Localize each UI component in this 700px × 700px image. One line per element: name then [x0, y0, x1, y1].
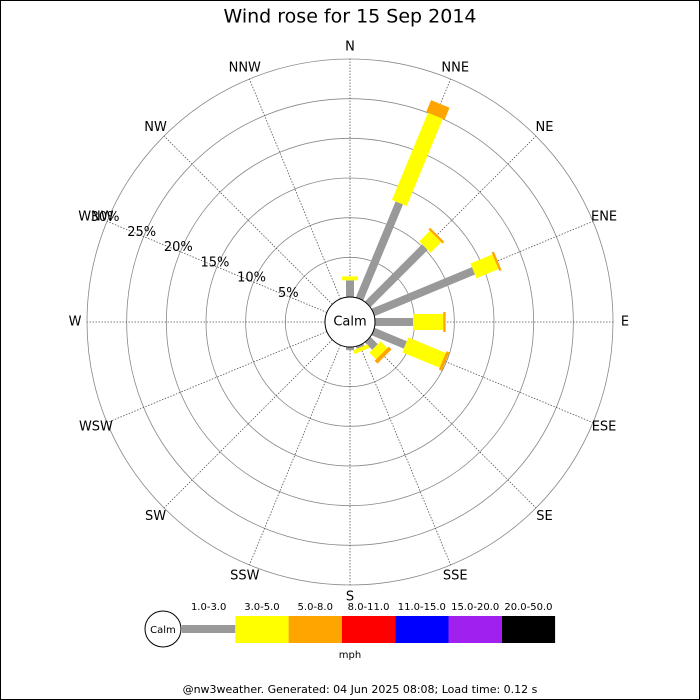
wind-segment — [402, 337, 446, 368]
direction-label: SSW — [230, 569, 260, 584]
legend-label: 1.0-3.0 — [191, 602, 226, 613]
direction-label: NNE — [441, 60, 469, 75]
legend-unit: mph — [339, 650, 361, 661]
direction-label: N — [345, 40, 355, 55]
wind-segment — [470, 254, 499, 279]
legend-label: 15.0-20.0 — [451, 602, 499, 613]
spoke — [163, 339, 333, 509]
wind-segment — [426, 100, 450, 120]
spoke — [367, 339, 537, 509]
calm-label: Calm — [333, 315, 366, 330]
spoke — [163, 135, 333, 305]
direction-label: SSE — [443, 569, 468, 584]
r-tick-label: 20% — [164, 240, 193, 255]
legend-swatch — [395, 616, 449, 643]
wind-segment — [364, 336, 378, 350]
legend-calm — [144, 610, 182, 648]
spoke — [248, 344, 341, 566]
r-tick-label: 10% — [237, 271, 266, 286]
r-tick-label: 25% — [127, 225, 156, 240]
legend-swatch — [448, 616, 502, 643]
direction-label: E — [621, 315, 629, 330]
wind-segment — [374, 346, 392, 364]
spoke — [106, 331, 328, 424]
direction-label: WSW — [79, 420, 113, 435]
wind-segment — [419, 230, 442, 253]
direction-label: SW — [145, 509, 166, 524]
wind-segment — [369, 341, 388, 360]
spoke — [359, 344, 452, 566]
legend-swatch — [235, 616, 289, 643]
direction-label: WNW — [78, 209, 114, 224]
legend-swatch — [341, 616, 396, 643]
direction-label: SE — [536, 509, 552, 524]
wind-segment — [355, 201, 404, 301]
direction-label: W — [69, 315, 82, 330]
wind-segment — [371, 327, 407, 349]
wind-segment — [491, 251, 502, 271]
direction-label: NNW — [229, 60, 261, 75]
chart-title: Wind rose for 15 Sep 2014 — [223, 6, 476, 28]
r-tick-label: 5% — [278, 286, 299, 301]
spoke — [248, 78, 341, 300]
wind-segment — [391, 112, 443, 206]
legend-swatch — [288, 616, 342, 643]
legend-label: 8.0-11.0 — [348, 602, 390, 613]
grid-ring — [205, 177, 495, 467]
legend-label: 3.0-5.0 — [244, 602, 279, 613]
legend-label: 11.0-15.0 — [398, 602, 446, 613]
r-tick-label: 30% — [91, 210, 120, 225]
wind-segment — [353, 344, 370, 355]
direction-label: NW — [144, 120, 167, 135]
direction-label: NE — [535, 120, 553, 135]
direction-label: ESE — [592, 420, 617, 435]
wind-segment — [428, 227, 445, 244]
direction-label: ENE — [591, 209, 617, 224]
direction-label: S — [346, 590, 354, 605]
legend-swatch — [501, 616, 556, 643]
r-tick-label: 15% — [201, 255, 230, 270]
calm-circle — [324, 296, 376, 348]
legend-label: 5.0-8.0 — [298, 602, 333, 613]
legend-label: 20.0-50.0 — [504, 602, 552, 613]
wind-segment — [438, 351, 450, 371]
grid-ring — [165, 137, 535, 507]
spoke — [106, 220, 328, 313]
legend-calm-label: Calm — [150, 625, 176, 636]
wind-segment — [371, 267, 476, 317]
wind-segment — [364, 244, 428, 308]
footer: @nw3weather. Generated: 04 Jun 2025 08:0… — [183, 683, 538, 696]
